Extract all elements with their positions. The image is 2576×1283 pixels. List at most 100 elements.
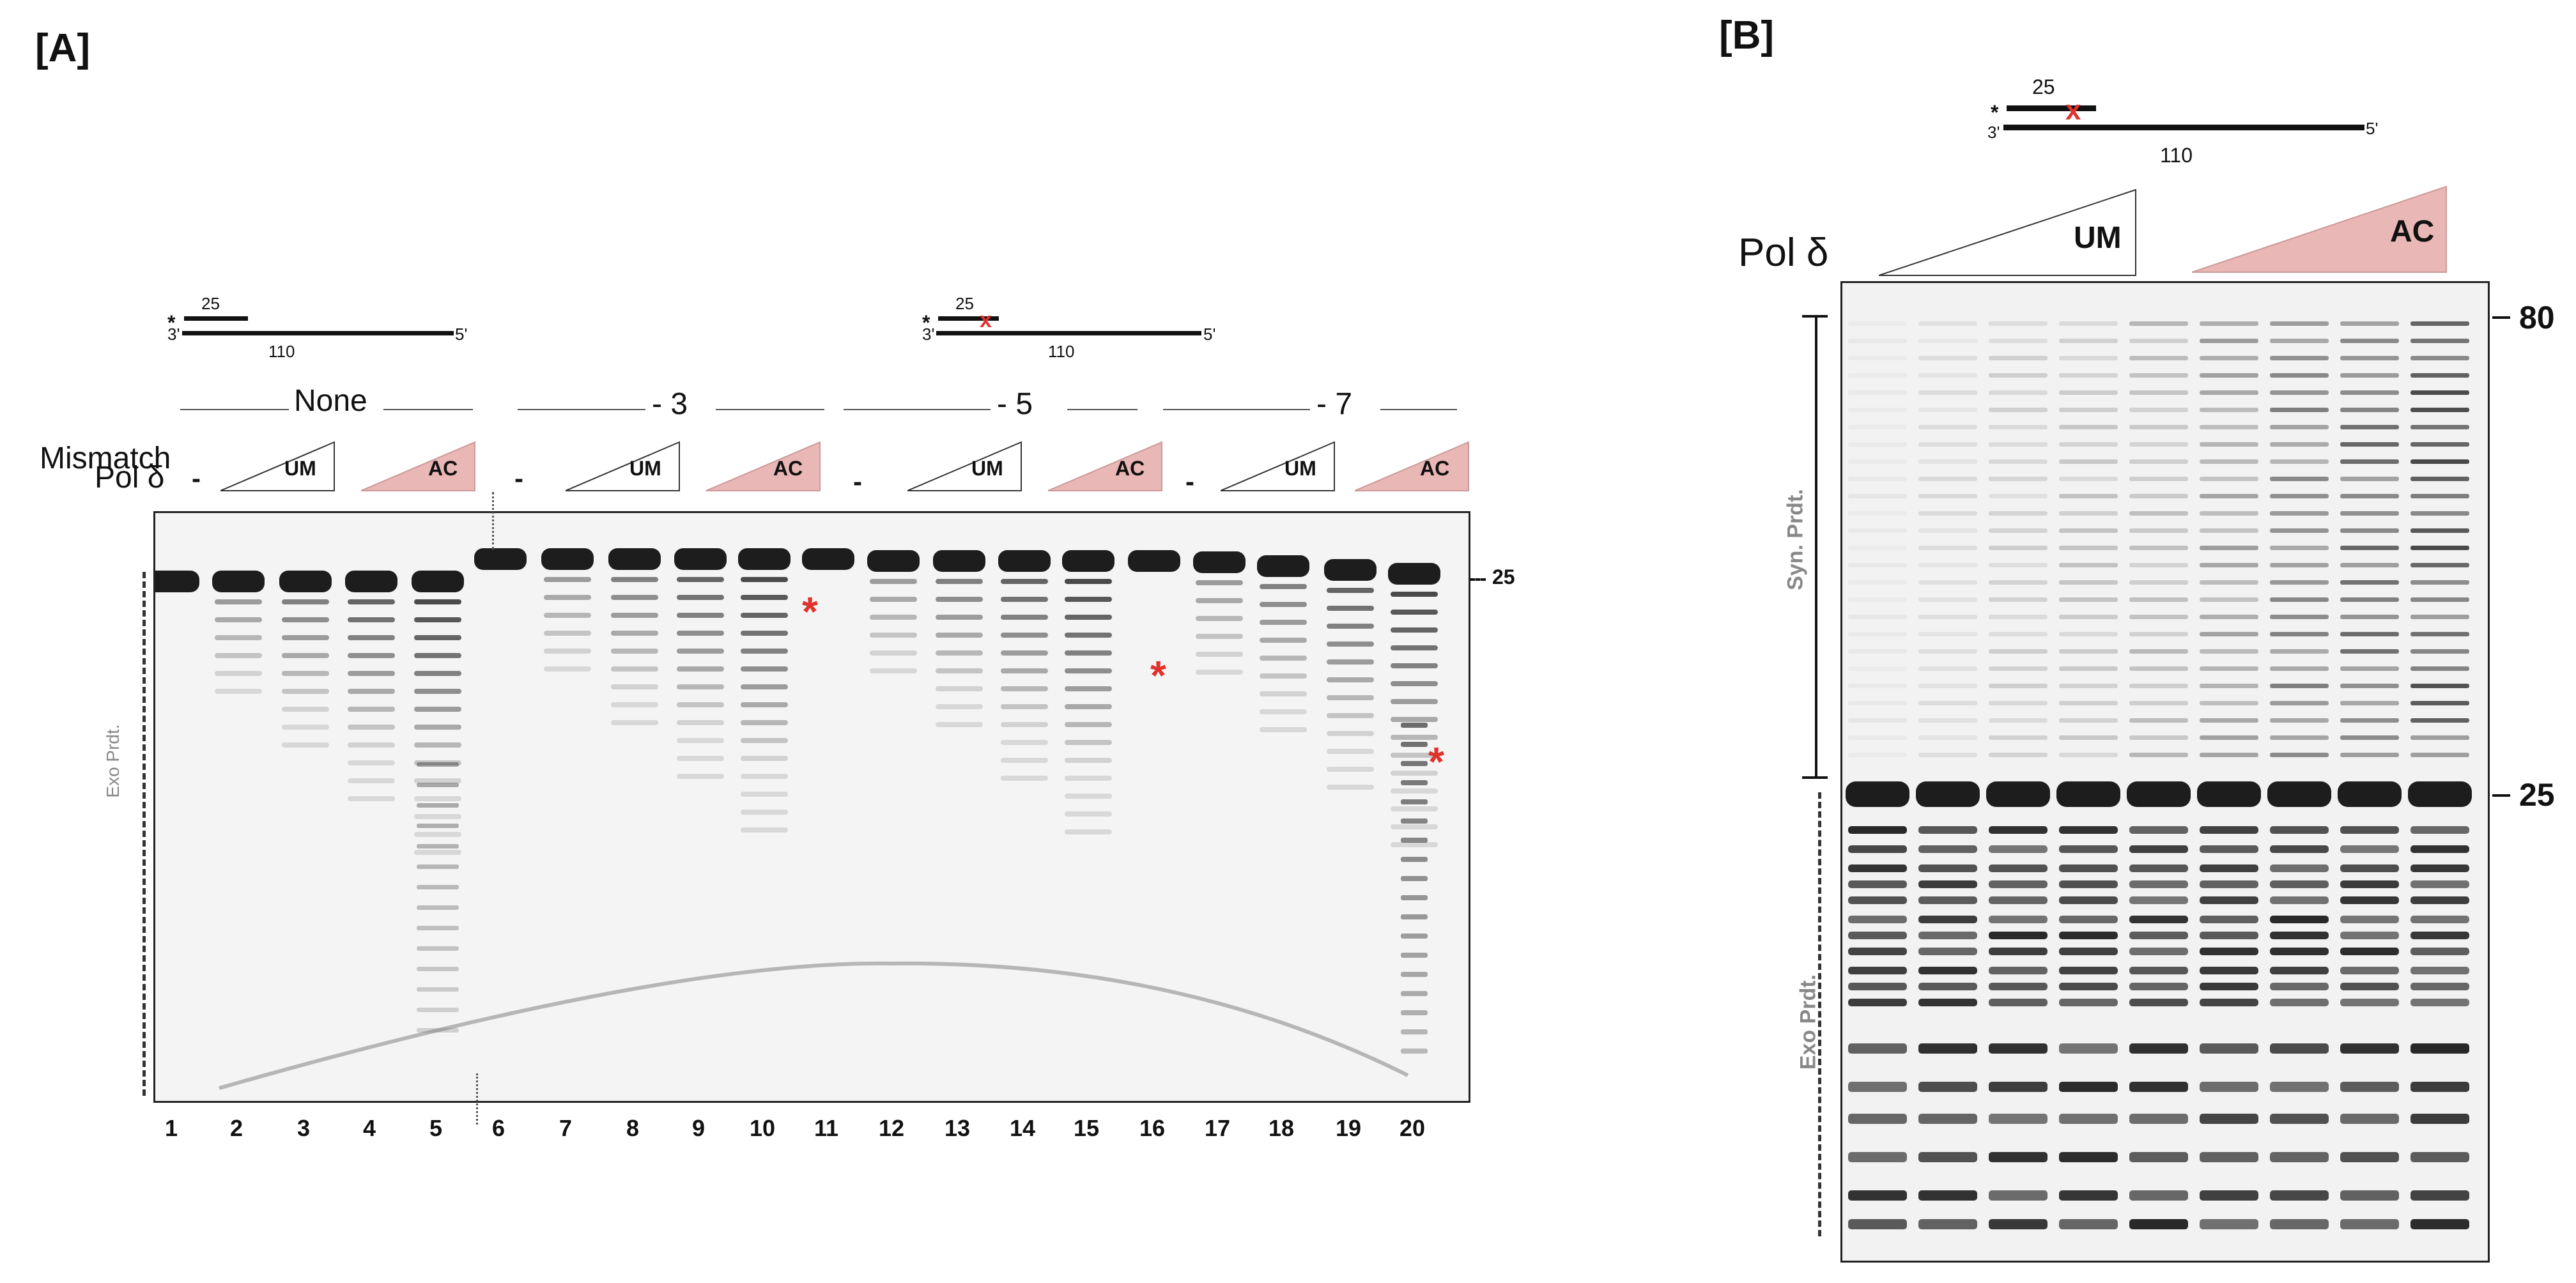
gel-band [1918,563,1977,567]
gel-band [1918,425,1977,429]
gel-band [1401,838,1428,843]
gel-band [2059,896,2118,904]
gel-band [348,671,395,676]
gel-bands-b [1842,283,2488,1261]
gel-band [1260,638,1307,643]
gel-band [1918,916,1977,923]
gel-band [2200,1043,2258,1054]
gel-band [936,686,983,691]
gel-band [2410,459,2469,464]
gel-band [2340,321,2399,326]
gel-band [936,579,983,584]
gel-band [215,671,262,676]
gel-band [2200,845,2258,853]
gel-band [2059,983,2118,990]
gel-band [2270,649,2329,654]
gel-band [2200,546,2258,550]
gel-band [2059,916,2118,923]
gel-band [2410,666,2469,671]
gel-band [1989,339,2048,343]
gel-band [2059,1114,2118,1124]
gel-band [2200,339,2258,343]
gel-band [1401,1029,1428,1034]
gel-band [2059,684,2118,688]
gel-band [2129,528,2188,533]
three-prime-label: 3' [1987,123,2000,142]
gel-band [870,650,917,656]
gel-band [2270,735,2329,740]
lane-number: 8 [613,1115,652,1142]
gel-band [215,689,262,694]
mismatch-3-label: - 3 [652,387,688,422]
gel-band [933,550,985,572]
gel-band [1989,983,2048,990]
gel-band [1848,753,1907,757]
gel-band [2129,356,2188,360]
gel-band [282,707,329,712]
gel-band [741,827,788,833]
gel-band [1401,876,1428,881]
gel-band [677,613,724,618]
gel-band [1918,701,1977,705]
gel-band [2410,1043,2469,1054]
gel-band [1918,826,1977,834]
gel-band [2129,1043,2188,1054]
gel-band [212,571,265,592]
gel-band [1989,932,2048,939]
gel-band [2410,632,2469,636]
gel-band [2200,753,2258,757]
gel-band [2410,983,2469,990]
gel-band [1918,753,1977,757]
ac-label: AC [1115,457,1145,480]
gel-band [1401,761,1428,766]
gel-band [2340,1082,2399,1092]
gel-band [1986,781,2050,807]
ac-label-b: AC [2390,214,2434,249]
gel-band [2129,442,2188,447]
gel-band [1848,880,1907,888]
gel-band [1918,880,1977,888]
lane-number: 10 [743,1115,782,1142]
gel-band [2270,1082,2329,1092]
gel-band [677,738,724,743]
lane-number: 6 [479,1115,518,1142]
gel-band [215,653,262,658]
gel-band [2129,597,2188,602]
gel-band [1918,845,1977,853]
gel-band [2340,896,2399,904]
gel-band [2129,864,2188,872]
gel-band [2410,753,2469,757]
mismatch-5-label: - 5 [997,387,1033,422]
gel-band [1989,442,2048,447]
gel-band [2270,632,2329,636]
gel-band [2270,753,2329,757]
gel-band [677,684,724,689]
gel-band [2059,597,2118,602]
gel-band [2340,597,2399,602]
gel-band [1401,895,1428,900]
gel-band [1989,1043,2048,1054]
gel-band [1401,780,1428,785]
gel-front-smear [219,964,1408,1088]
five-prime-label: 5' [455,325,467,344]
gel-band [1401,818,1428,824]
marker-80-tick [2492,316,2510,319]
gel-band [1989,1152,2048,1162]
no-enzyme-minus: - [1185,466,1194,497]
gel-band [1989,864,2048,872]
gel-band [2410,684,2469,688]
no-enzyme-minus: - [514,463,523,494]
gel-band [1918,528,1977,533]
gel-band [2059,390,2118,395]
um-wedge [220,441,335,492]
gel-band [1848,684,1907,688]
gel-band [936,668,983,673]
gel-band [2270,948,2329,955]
gel-band [1989,563,2048,567]
gel-band [544,577,591,582]
panel-b-label: [B] [1719,13,1774,58]
gel-band [1848,339,1907,343]
gel-band [2410,425,2469,429]
gel-band [2270,896,2329,904]
gel-band [1848,896,1907,904]
